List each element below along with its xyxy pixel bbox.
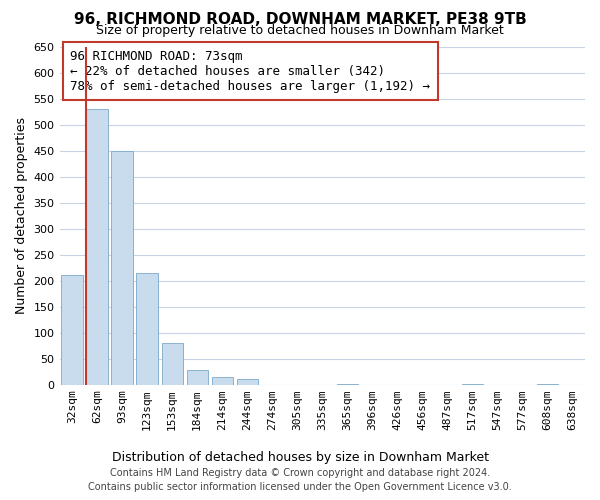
Text: 96 RICHMOND ROAD: 73sqm
← 22% of detached houses are smaller (342)
78% of semi-d: 96 RICHMOND ROAD: 73sqm ← 22% of detache… [70, 50, 430, 93]
Bar [161, 343, 183, 384]
Bar [187, 370, 208, 384]
Bar [136, 273, 158, 384]
Text: Size of property relative to detached houses in Downham Market: Size of property relative to detached ho… [96, 24, 504, 37]
Bar [86, 109, 108, 384]
Bar [61, 276, 83, 384]
Bar [112, 150, 133, 384]
Text: Contains HM Land Registry data © Crown copyright and database right 2024.
Contai: Contains HM Land Registry data © Crown c… [88, 468, 512, 492]
Text: 96, RICHMOND ROAD, DOWNHAM MARKET, PE38 9TB: 96, RICHMOND ROAD, DOWNHAM MARKET, PE38 … [74, 12, 526, 26]
Text: Distribution of detached houses by size in Downham Market: Distribution of detached houses by size … [112, 451, 488, 464]
Bar [236, 380, 258, 384]
Y-axis label: Number of detached properties: Number of detached properties [15, 117, 28, 314]
Bar [212, 377, 233, 384]
